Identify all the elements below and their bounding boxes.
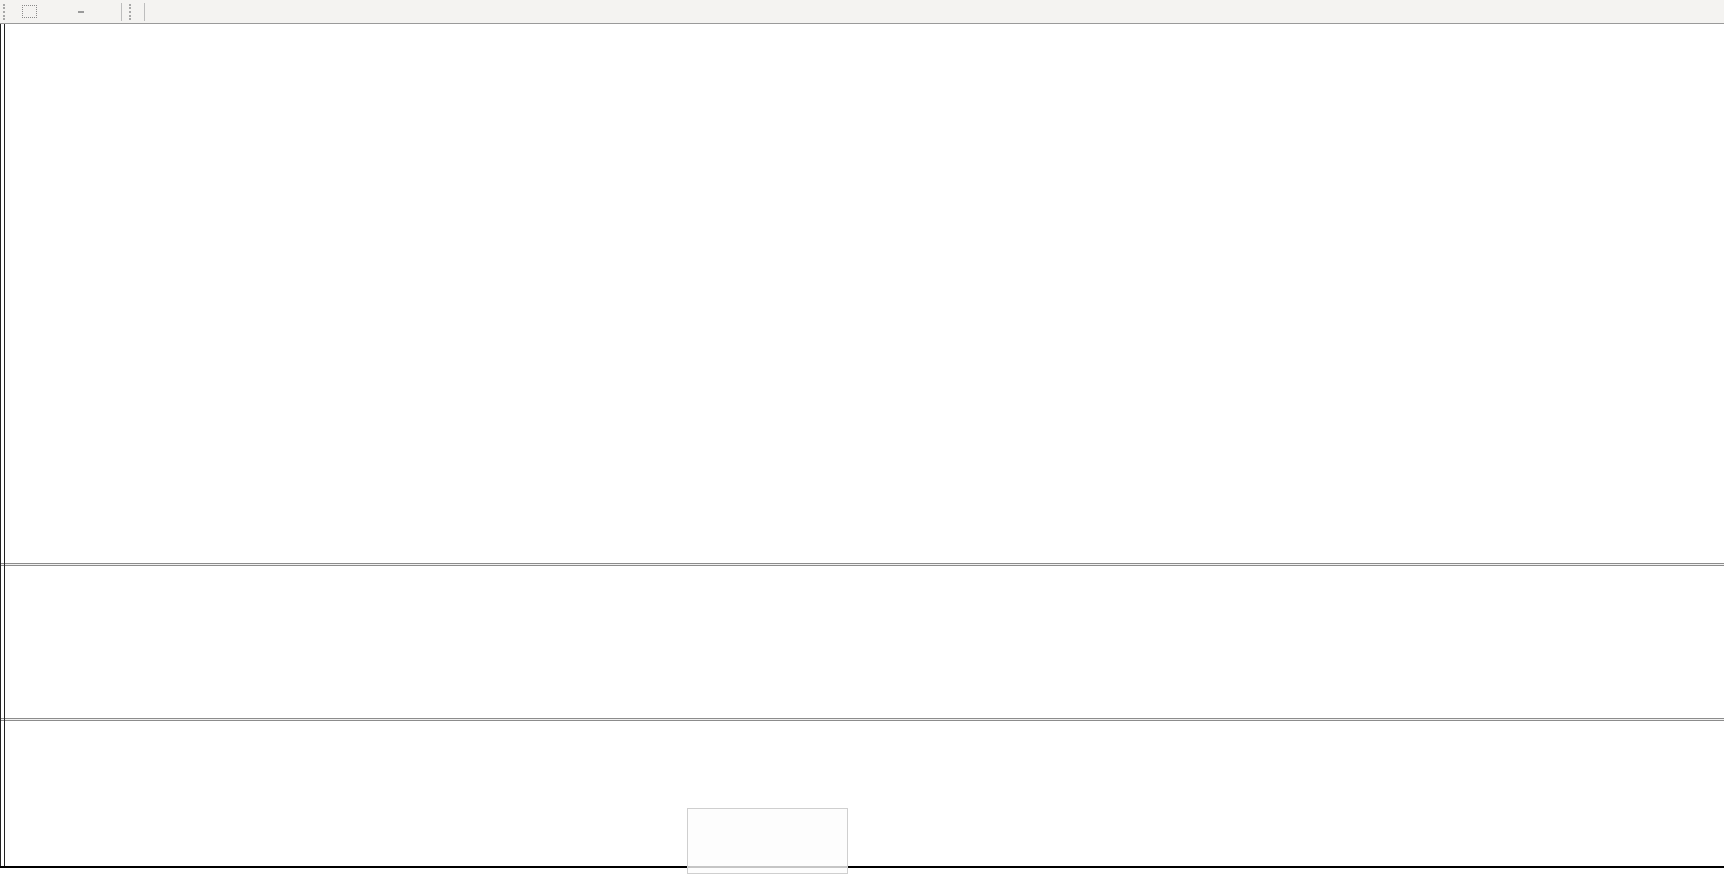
grid-f-button[interactable] xyxy=(15,2,44,22)
text-box-button[interactable] xyxy=(70,2,92,22)
rsi-panel xyxy=(0,721,1724,866)
toolbar xyxy=(0,0,1724,24)
toolbar-grip[interactable] xyxy=(3,3,10,20)
indicator-tooltip xyxy=(687,808,848,874)
window-left-border xyxy=(0,24,5,866)
draw-tools-button[interactable] xyxy=(94,2,116,22)
panel-divider[interactable] xyxy=(0,718,1724,721)
rsi-canvas[interactable] xyxy=(0,721,1724,866)
panel-divider[interactable] xyxy=(0,563,1724,566)
letter-t-icon xyxy=(78,10,84,13)
macd-panel xyxy=(0,566,1724,718)
macd-canvas[interactable] xyxy=(0,566,1724,718)
time-axis[interactable] xyxy=(0,866,1724,892)
text-label-button[interactable] xyxy=(46,2,68,22)
price-chart-panel xyxy=(0,24,1724,563)
chart-title xyxy=(5,29,36,71)
toolbar-grip[interactable] xyxy=(129,3,136,20)
toolbar-separator xyxy=(144,2,145,21)
grid-f-icon xyxy=(22,5,37,18)
main-chart-canvas[interactable] xyxy=(0,24,1724,563)
toolbar-separator xyxy=(121,2,122,21)
